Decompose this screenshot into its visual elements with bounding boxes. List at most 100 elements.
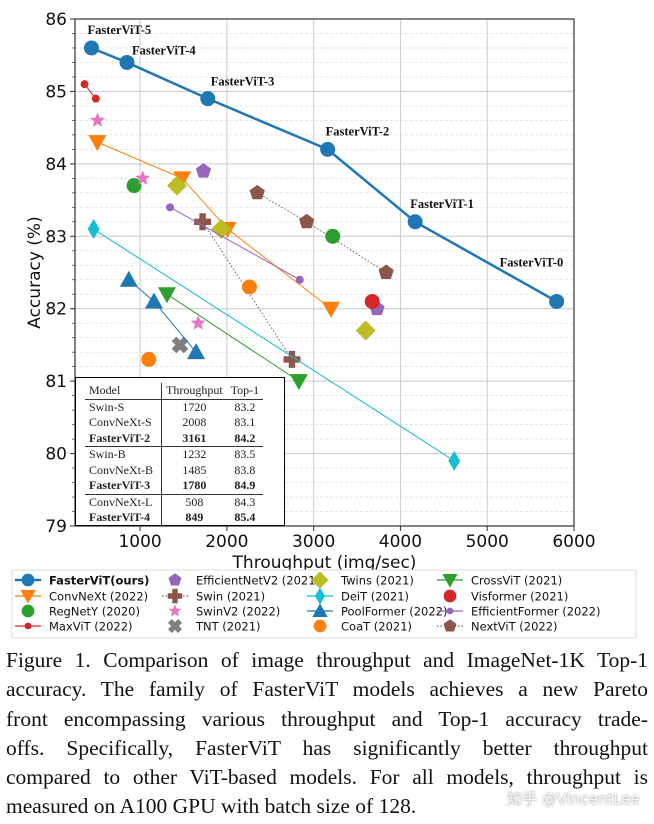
data-point-twins xyxy=(355,320,376,341)
data-point-fastervitours xyxy=(407,214,423,230)
header-throughput: Throughput xyxy=(161,383,227,400)
legend-marker-convnext xyxy=(20,590,36,604)
series-efficientnetv2 xyxy=(195,163,385,316)
y-axis-label: Accuracy (%) xyxy=(25,216,45,328)
legend-item-crossvit: CrossViT (2021) xyxy=(437,574,562,588)
data-point-efficientformer xyxy=(295,275,304,284)
data-point-twins xyxy=(166,175,187,196)
caption-line: accuracy. The family of FasterViT models… xyxy=(6,677,648,702)
data-point-nextvit xyxy=(249,184,265,200)
legend-label: CrossViT (2021) xyxy=(471,574,562,588)
cell-top1: 83.1 xyxy=(234,415,256,429)
legend-marker-crossvit xyxy=(442,574,458,588)
data-point-deit xyxy=(87,219,100,240)
header-top1: Top-1 xyxy=(226,383,264,400)
cell-model: ConvNeXt-L xyxy=(85,494,162,510)
legend-label: DeiT (2021) xyxy=(341,590,409,604)
table-row: ConvNeXt-B 1485 83.8 xyxy=(85,462,263,478)
data-point-fastervitours xyxy=(200,91,216,107)
legend-label: Twins (2021) xyxy=(340,574,414,588)
point-label: FasterViT-4 xyxy=(132,43,196,57)
series-line-swin xyxy=(202,221,293,360)
series-deit xyxy=(87,219,461,471)
watermark: 知乎 @VincentLee xyxy=(507,790,640,808)
cell-top1: 83.8 xyxy=(234,462,256,477)
point-label: FasterViT-1 xyxy=(410,197,474,211)
table-row: ConvNeXt-S 2008 83.1 xyxy=(85,415,263,431)
y-tick-label: 86 xyxy=(45,10,67,30)
legend-marker-twins xyxy=(311,571,329,589)
legend-marker-swin xyxy=(167,588,183,604)
cell-model: Swin-B xyxy=(85,446,162,463)
plot-frame xyxy=(74,18,575,527)
y-tick-label: 84 xyxy=(45,155,67,175)
cell-model: FasterViT-3 xyxy=(85,478,162,495)
legend-item-swin: Swin (2021) xyxy=(162,588,265,604)
legend-label: RegNetY (2020) xyxy=(49,605,140,619)
cell-top1: 84.3 xyxy=(234,494,256,509)
table-row: ConvNeXt-L 508 84.3 xyxy=(85,494,263,510)
legend-item-tnt: TNT (2021) xyxy=(167,618,261,634)
inset-table: Model Throughput Top-1 Swin-S 1720 83.2 Con… xyxy=(75,377,285,526)
cell-throughput: 1720 xyxy=(182,399,207,414)
cell-model: ConvNeXt-S xyxy=(85,415,162,431)
data-point-maxvit xyxy=(80,80,89,89)
legend-item-swinv2: SwinV2 (2022) xyxy=(168,604,280,619)
series-line-deit xyxy=(93,228,455,462)
legend-marker-deit xyxy=(314,587,326,605)
legend-item-visformer: Visformer (2021) xyxy=(443,590,568,604)
series-swinv2 xyxy=(89,112,206,330)
legend-item-twins: Twins (2021) xyxy=(311,571,414,589)
cell-top1: 84.9 xyxy=(226,478,264,495)
cell-throughput: 849 xyxy=(185,510,204,524)
legend-marker-maxvit xyxy=(24,622,32,630)
data-point-efficientnetv2 xyxy=(195,163,212,178)
table-row: Swin-S 1720 83.2 xyxy=(85,399,263,415)
series-line-crossvit xyxy=(166,293,300,382)
x-tick-label: 5000 xyxy=(466,532,509,552)
y-tick-label: 79 xyxy=(45,517,67,537)
x-tick-label: 4000 xyxy=(379,532,422,552)
series-fastervitours xyxy=(83,40,565,309)
legend-item-maxvit: MaxViT (2022) xyxy=(15,620,133,634)
x-axis-label: Throughput (img/sec) xyxy=(232,553,417,573)
legend-item-nextvit: NextViT (2022) xyxy=(437,619,558,634)
legend-item-deit: DeiT (2021) xyxy=(307,587,409,605)
cell-throughput: 1232 xyxy=(182,447,207,461)
data-point-nextvit xyxy=(299,213,315,229)
point-label: FasterViT-2 xyxy=(326,124,390,138)
legend-marker-regnety xyxy=(21,604,35,618)
legend-item-fastervitours: FasterViT(ours) xyxy=(15,574,149,588)
legend-label: ConvNeXt (2022) xyxy=(49,590,148,604)
x-tick-label: 3000 xyxy=(292,532,335,552)
legend-marker-poolformer xyxy=(312,603,328,617)
caption-line: offs. Specifically, FasterViT has signif… xyxy=(6,735,648,760)
legend-label: MaxViT (2022) xyxy=(49,620,133,634)
data-point-swinv2 xyxy=(89,112,106,127)
series-line-nextvit xyxy=(256,192,387,273)
series-twins xyxy=(166,175,376,341)
y-tick-label: 81 xyxy=(45,372,67,392)
legend-label: EfficientFormer (2022) xyxy=(471,605,600,619)
cell-throughput: 508 xyxy=(185,494,204,509)
header-model: Model xyxy=(85,383,162,400)
legend-item-efficientformer: EfficientFormer (2022) xyxy=(437,605,600,619)
data-point-fastervitours xyxy=(320,141,336,157)
legend-marker-nextvit xyxy=(443,619,457,632)
cell-throughput: 1780 xyxy=(161,478,227,495)
series-efficientformer xyxy=(166,203,304,284)
x-tick-label: 1000 xyxy=(118,532,161,552)
y-tick-label: 82 xyxy=(45,300,67,320)
legend-marker-efficientformer xyxy=(446,607,454,615)
cell-top1: 85.4 xyxy=(234,510,256,524)
data-point-nextvit xyxy=(378,264,394,279)
cell-model: ConvNeXt-B xyxy=(85,462,162,478)
legend-item-regnety: RegNetY (2020) xyxy=(21,604,140,619)
legend-item-efficientnetv2: EfficientNetV2 (2021) xyxy=(168,573,320,588)
data-point-twins xyxy=(211,219,232,240)
data-point-efficientformer xyxy=(166,203,175,212)
caption-line: compared to other ViT-based models. For … xyxy=(6,765,648,790)
x-tick-label: 2000 xyxy=(205,532,248,552)
point-label: FasterViT-5 xyxy=(87,23,151,37)
legend-marker-efficientnetv2 xyxy=(168,573,182,586)
